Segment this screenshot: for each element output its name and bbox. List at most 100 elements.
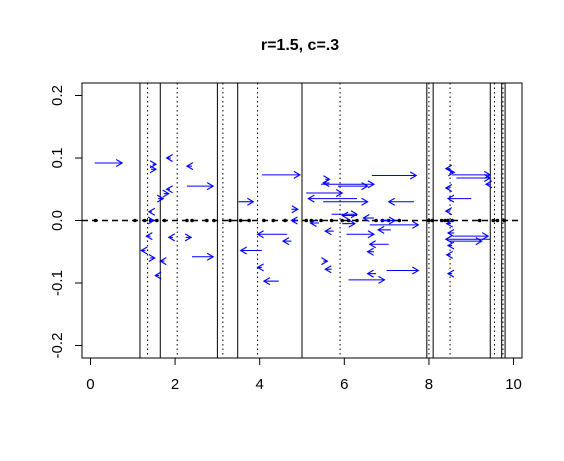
axis-points: [93, 218, 507, 223]
axis-point: [340, 218, 344, 223]
arrow-head: [148, 254, 156, 262]
arrow: [94, 159, 124, 167]
arrow: [484, 180, 493, 189]
axis-point: [491, 218, 496, 223]
arrow-head: [147, 216, 156, 225]
axis-point: [355, 218, 359, 223]
arrow-head: [483, 170, 492, 179]
arrow: [238, 197, 255, 206]
axis-point: [262, 218, 266, 223]
arrow-head: [162, 189, 170, 198]
axis-point: [346, 218, 351, 223]
arrow-head: [290, 216, 298, 225]
arrow-head: [165, 154, 173, 162]
arrow: [446, 194, 472, 203]
x-tick-label: 0: [86, 376, 94, 393]
arrow: [290, 216, 298, 225]
x-tick-label: 2: [171, 376, 179, 393]
arrow: [321, 257, 329, 266]
arrow-head: [149, 165, 158, 174]
arrow: [256, 263, 264, 272]
arrow: [140, 246, 148, 255]
arrow: [154, 271, 162, 280]
arrow-head: [445, 219, 453, 228]
axis-point: [133, 218, 137, 223]
arrow-head: [367, 230, 376, 239]
arrow: [337, 182, 369, 191]
arrow: [366, 269, 377, 278]
axis-point: [185, 218, 189, 223]
arrow-head: [341, 211, 349, 220]
arrow-head: [446, 269, 455, 278]
x-tick-label: 4: [256, 376, 264, 393]
arrow-head: [184, 233, 193, 242]
arrow: [454, 232, 490, 241]
y-axis: -0.2 -0.1 0.0 0.1 0.2: [49, 85, 83, 358]
x-tick-label: 6: [340, 376, 348, 393]
arrows: [94, 154, 493, 286]
arrow: [322, 179, 330, 187]
arrow: [444, 184, 453, 192]
axis-point: [212, 218, 216, 223]
arrow-head: [159, 257, 167, 266]
y-tick-label: 0.0: [49, 210, 66, 231]
arrow: [342, 219, 356, 228]
axis-point: [374, 218, 378, 223]
arrow-head: [239, 246, 247, 255]
arrow: [192, 252, 215, 261]
arrow: [450, 237, 483, 246]
arrow: [239, 246, 262, 255]
arrow: [387, 197, 415, 206]
arrow-head: [377, 225, 385, 234]
arrow-head: [387, 197, 396, 206]
arrow-head: [348, 219, 356, 228]
arrow-head: [362, 214, 370, 222]
arrow: [306, 189, 344, 197]
arrow: [368, 240, 389, 249]
arrow-head: [140, 246, 148, 255]
arrow: [149, 165, 158, 174]
arrow-head: [444, 184, 453, 192]
arrow: [446, 269, 455, 278]
arrow: [324, 227, 334, 236]
axis-point: [427, 218, 431, 223]
x-tick-label: 10: [505, 376, 522, 393]
axis-point: [190, 218, 194, 223]
x-tick-label: 8: [425, 376, 433, 393]
arrow-head: [378, 275, 386, 284]
arrow-head: [409, 171, 418, 180]
arrow-head: [262, 277, 271, 286]
axis-point: [319, 218, 323, 223]
arrow: [456, 174, 492, 182]
arrow: [346, 230, 376, 239]
arrow-head: [167, 233, 176, 242]
axis-point: [304, 218, 309, 223]
arrow: [162, 189, 170, 198]
arrow-head: [445, 250, 453, 259]
arrow-head: [361, 197, 369, 206]
arrow: [362, 214, 374, 222]
arrow-head: [388, 216, 397, 225]
arrow-head: [484, 180, 493, 189]
arrow-head: [147, 207, 156, 216]
arrow-head: [446, 241, 455, 250]
axis-point: [495, 218, 500, 223]
arrow-head: [324, 227, 332, 236]
axis-point: [477, 218, 482, 223]
arrow-head: [446, 229, 455, 237]
arrow-head: [307, 194, 315, 203]
arrow: [281, 237, 292, 246]
arrow: [148, 254, 156, 262]
arrow: [184, 233, 193, 242]
axis-point: [228, 218, 232, 223]
arrow-head: [281, 237, 290, 246]
arrow-head: [412, 220, 420, 229]
arrow: [185, 162, 194, 171]
arrow-head: [444, 164, 453, 173]
arrow: [380, 216, 397, 225]
arrow: [156, 194, 165, 203]
arrow-head: [256, 263, 264, 272]
y-tick-label: -0.1: [49, 270, 66, 296]
arrow: [446, 229, 455, 237]
